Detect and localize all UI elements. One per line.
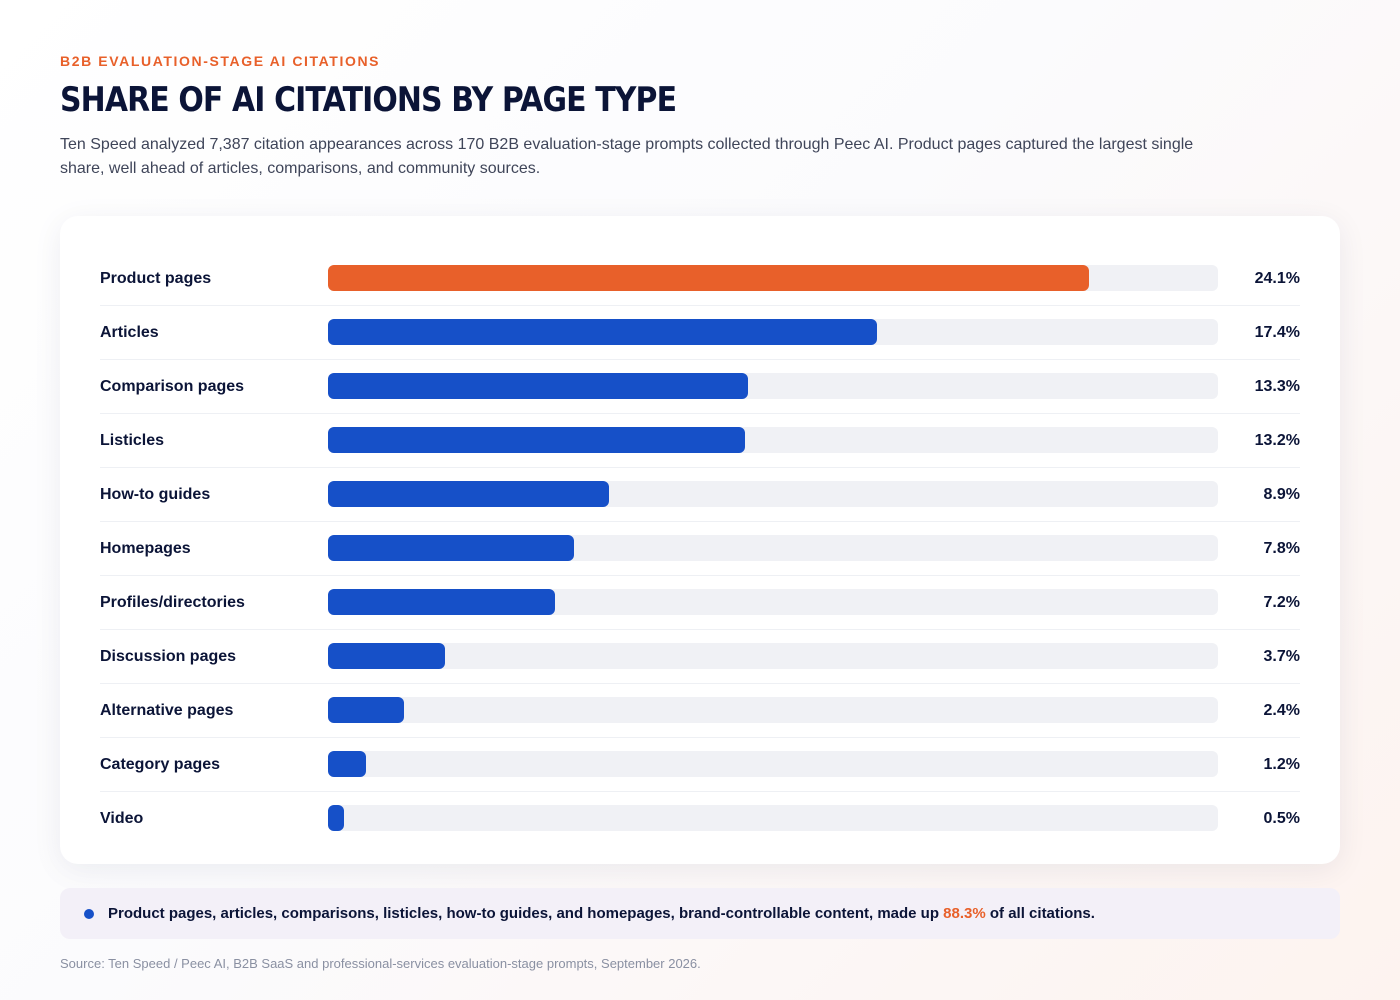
bar [328,481,609,507]
bar-row: Profiles/directories 7.2% [100,576,1300,630]
bar [328,643,445,669]
callout-text-before: Product pages, articles, comparisons, li… [108,905,944,922]
bar [328,751,366,777]
category-label: Articles [100,324,159,341]
bar-track [328,427,1218,453]
callout-text: Product pages, articles, comparisons, li… [108,888,1095,939]
chart-card: Product pages 24.1% Articles 17.4% Compariso… [60,216,1340,864]
bar-row: Video 0.5% [100,792,1300,845]
category-label: Category pages [100,756,221,773]
bar-track [328,697,1218,723]
bar [328,319,878,345]
bar-track [328,373,1218,399]
bar [328,805,344,831]
bar-row: Listicles 13.2% [100,414,1300,468]
bar-row: Discussion pages 3.7% [100,630,1300,684]
value-label: 8.9% [1263,486,1300,503]
bar [328,373,748,399]
bar-row: Alternative pages 2.4% [100,684,1300,738]
bar-track [328,319,1218,345]
bullet-icon [84,909,94,919]
value-label: 13.3% [1254,378,1300,395]
bar-track [328,589,1218,615]
bar-row: Articles 17.4% [100,306,1300,360]
value-label: 24.1% [1254,270,1300,287]
bar-row: How-to guides 8.9% [100,468,1300,522]
chart-description: Ten Speed analyzed 7,387 citation appear… [60,136,1194,177]
category-label: Alternative pages [100,702,234,719]
bar [328,265,1089,291]
category-label: Product pages [100,270,212,287]
value-label: 1.2% [1263,756,1300,773]
bar [328,589,556,615]
bar-track [328,535,1218,561]
category-label: Comparison pages [100,378,245,395]
value-label: 13.2% [1254,432,1300,449]
bar [328,427,745,453]
value-label: 0.5% [1263,810,1300,827]
callout-highlight: 88.3% [943,905,986,922]
value-label: 2.4% [1263,702,1300,719]
bar-row: Category pages 1.2% [100,738,1300,792]
bar-row: Comparison pages 13.3% [100,360,1300,414]
summary-callout: Product pages, articles, comparisons, li… [60,888,1340,939]
category-label: Profiles/directories [100,594,245,611]
bar-row: Homepages 7.8% [100,522,1300,576]
category-label: Video [100,810,144,827]
source-note: Source: Ten Speed / Peec AI, B2B SaaS an… [60,956,701,971]
value-label: 7.2% [1263,594,1300,611]
callout-text-after: of all citations. [985,905,1095,922]
value-label: 3.7% [1263,648,1300,665]
value-label: 7.8% [1263,540,1300,557]
bar [328,697,404,723]
bar-row: Product pages 24.1% [100,252,1300,306]
category-label: Listicles [100,432,165,449]
bar-track [328,481,1218,507]
bar-track [328,643,1218,669]
bar-track [328,751,1218,777]
bar [328,535,575,561]
category-label: Discussion pages [100,648,237,665]
bar-rows: Product pages 24.1% Articles 17.4% Compariso… [100,252,1300,845]
bar-track [328,805,1218,831]
chart-title: SHARE OF AI CITATIONS BY PAGE TYPE [60,80,677,120]
category-label: How-to guides [100,486,211,503]
bar-track [328,265,1218,291]
value-label: 17.4% [1254,324,1300,341]
category-label: Homepages [100,540,191,557]
eyebrow-label: B2B EVALUATION-STAGE AI CITATIONS [60,53,381,69]
